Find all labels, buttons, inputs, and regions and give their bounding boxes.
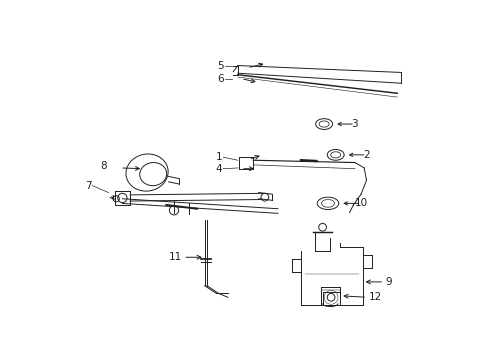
Text: 8: 8 <box>100 161 107 171</box>
Text: 5: 5 <box>217 60 224 71</box>
Text: 7: 7 <box>85 181 91 191</box>
Text: 6: 6 <box>217 73 224 84</box>
Text: 12: 12 <box>368 292 381 302</box>
Text: 1: 1 <box>215 152 222 162</box>
Text: 11: 11 <box>168 252 182 262</box>
Text: 10: 10 <box>354 198 367 208</box>
Text: 3: 3 <box>351 119 358 129</box>
Text: 2: 2 <box>363 150 369 160</box>
Text: 9: 9 <box>385 277 391 287</box>
Text: 4: 4 <box>215 164 222 174</box>
